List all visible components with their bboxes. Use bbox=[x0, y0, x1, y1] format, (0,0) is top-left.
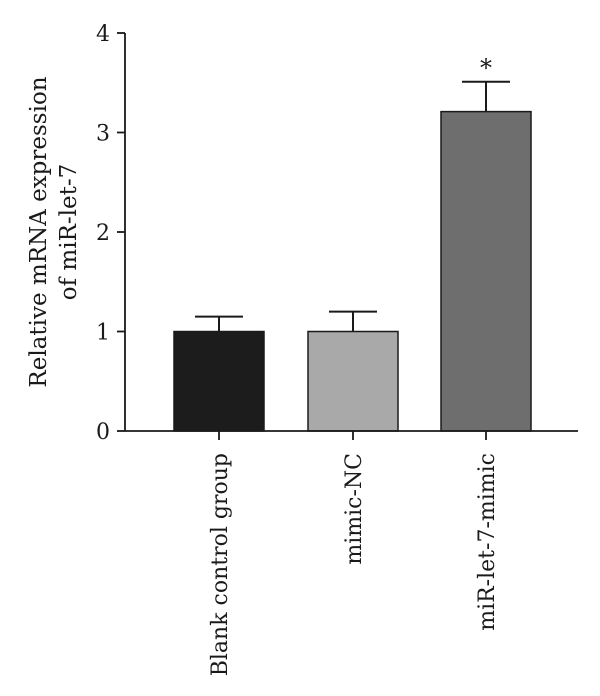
x-tick-label-2: mimic-NC bbox=[342, 453, 367, 565]
y-tick-label-0: 0 bbox=[96, 420, 110, 445]
bar-1 bbox=[173, 330, 265, 432]
bar-3 bbox=[440, 110, 532, 432]
y-axis-title: Relative mRNA expression of miR-let-7 bbox=[26, 76, 82, 387]
x-tick-label-1: Blank control group bbox=[208, 453, 233, 676]
y-tick-label-1: 1 bbox=[96, 321, 110, 346]
plot-area: * 0 1 2 3 4 Blank control group mimic-NC miR-let… bbox=[96, 22, 578, 676]
y-axis-title-line-2: of miR-let-7 bbox=[56, 164, 82, 301]
y-tick-label-3: 3 bbox=[96, 122, 110, 147]
x-tick-label-3: miR-let-7-mimic bbox=[475, 453, 500, 631]
y-axis-title-line-1: Relative mRNA expression bbox=[26, 76, 52, 387]
y-tick-label-2: 2 bbox=[96, 221, 110, 246]
bar-2 bbox=[307, 330, 399, 432]
significance-marker-3: * bbox=[480, 54, 492, 82]
y-tick-label-4: 4 bbox=[96, 22, 110, 47]
